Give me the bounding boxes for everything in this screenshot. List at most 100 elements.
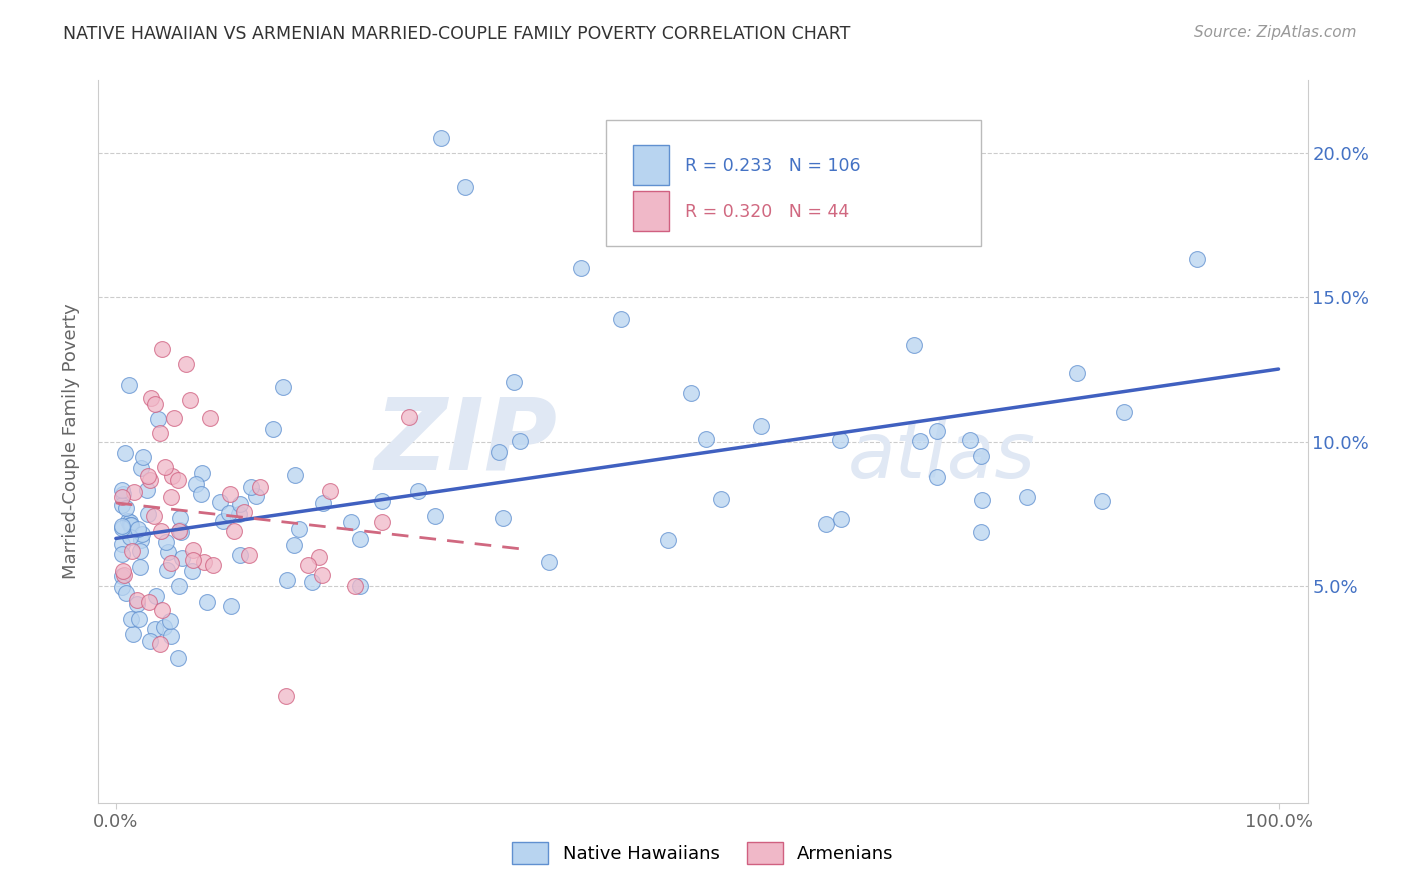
Point [139, 473, 162, 487]
Point [208, 495, 231, 509]
Point [120, 612, 142, 626]
Point [162, 468, 184, 483]
Point [202, 558, 225, 573]
Point [180, 564, 202, 578]
Point [195, 595, 218, 609]
Point [910, 434, 932, 448]
Point [155, 535, 177, 549]
Point [695, 432, 717, 446]
Point [143, 622, 166, 636]
Point [179, 393, 201, 408]
Point [828, 433, 851, 447]
Point [121, 544, 143, 558]
Point [970, 492, 993, 507]
Point [142, 508, 165, 523]
Point [160, 490, 183, 504]
Point [129, 543, 152, 558]
Point [117, 514, 139, 528]
Point [190, 487, 212, 501]
Point [229, 548, 252, 562]
Point [222, 524, 245, 538]
Point [193, 555, 215, 569]
Point [1066, 367, 1088, 381]
Point [628, 223, 651, 237]
Point [139, 634, 162, 648]
Point [509, 434, 531, 449]
Point [186, 477, 208, 491]
Point [284, 467, 307, 482]
Point [503, 376, 526, 390]
Point [212, 514, 235, 528]
Point [311, 568, 333, 582]
Point [150, 342, 173, 356]
Point [959, 433, 981, 447]
FancyBboxPatch shape [633, 145, 669, 185]
Point [115, 501, 138, 516]
Text: Source: ZipAtlas.com: Source: ZipAtlas.com [1194, 25, 1357, 40]
Point [710, 492, 733, 507]
Point [115, 585, 138, 599]
Point [169, 510, 191, 524]
Point [167, 473, 190, 487]
Point [181, 543, 204, 558]
Point [111, 490, 134, 504]
Point [190, 466, 212, 480]
Point [125, 593, 148, 607]
Point [319, 484, 342, 499]
Point [273, 380, 295, 394]
Point [170, 550, 193, 565]
Point [245, 489, 267, 503]
Point [970, 449, 993, 463]
Point [297, 558, 319, 572]
Point [815, 517, 838, 532]
Point [249, 480, 271, 494]
Point [453, 180, 475, 194]
Point [156, 563, 179, 577]
Point [679, 386, 702, 401]
Point [569, 261, 592, 276]
Y-axis label: Married-Couple Family Poverty: Married-Couple Family Poverty [62, 303, 80, 580]
Point [830, 511, 852, 525]
Point [371, 494, 394, 508]
Point [283, 539, 305, 553]
Point [125, 597, 148, 611]
Point [118, 517, 141, 532]
Point [174, 357, 197, 371]
Point [538, 555, 561, 569]
Point [657, 533, 679, 547]
Point [138, 595, 160, 609]
Point [131, 526, 153, 541]
Point [340, 515, 363, 529]
Point [145, 590, 167, 604]
Point [111, 580, 134, 594]
Point [111, 547, 134, 561]
Point [122, 485, 145, 500]
Point [903, 337, 925, 351]
Point [308, 550, 330, 565]
Point [129, 533, 152, 547]
Point [149, 637, 172, 651]
Point [343, 579, 366, 593]
Point [218, 486, 240, 500]
Point [349, 579, 371, 593]
Point [423, 508, 446, 523]
Point [153, 460, 176, 475]
Point [1112, 405, 1135, 419]
FancyBboxPatch shape [606, 120, 981, 246]
Point [114, 445, 136, 459]
Point [149, 426, 172, 441]
Point [163, 411, 186, 425]
Point [128, 560, 150, 574]
Point [198, 411, 221, 425]
Point [120, 530, 142, 544]
Point [274, 689, 297, 703]
Point [114, 568, 136, 582]
Point [749, 418, 772, 433]
Point [276, 573, 298, 587]
Point [129, 460, 152, 475]
Point [111, 498, 134, 512]
Point [167, 651, 190, 665]
Legend: Native Hawaiians, Armenians: Native Hawaiians, Armenians [505, 835, 901, 871]
Point [238, 548, 260, 562]
Point [118, 377, 141, 392]
